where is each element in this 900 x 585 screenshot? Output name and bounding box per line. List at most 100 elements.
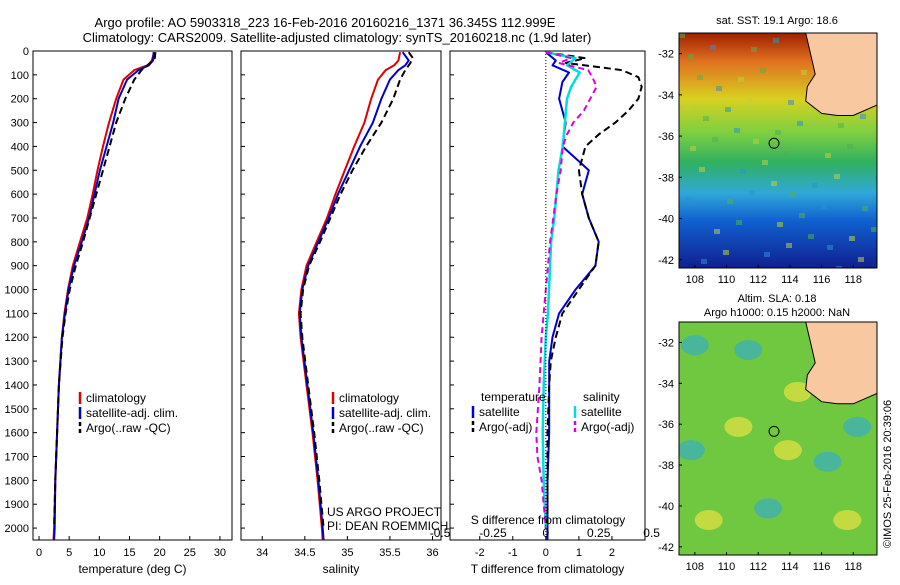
- diff-legend-title-t: temperature: [481, 390, 546, 404]
- temperature-series-argo-raw-qc-: [53, 52, 157, 529]
- watermark: ©IMOS 25-Feb-2016 20:39:06: [882, 400, 894, 548]
- sla-eddy: [724, 416, 753, 437]
- sst-pixel: [725, 107, 731, 112]
- temperature-legend-label: climatology: [86, 391, 146, 405]
- sla-map-xtick-label: 110: [718, 561, 736, 573]
- salinity-xtick-label: 35: [341, 547, 353, 559]
- sst-map-ytick-label: -38: [658, 172, 674, 184]
- sla-eddy: [734, 339, 763, 360]
- difference-xtick-label: 2: [609, 547, 615, 559]
- depth-tick-label: 1100: [5, 308, 29, 320]
- depth-tick-label: 2000: [5, 523, 29, 535]
- difference-series-t-argo-adj-: [545, 51, 643, 529]
- salinity-diff-tick-label: 0.25: [587, 526, 611, 540]
- sst-pixel: [862, 206, 868, 211]
- sst-pixel: [825, 153, 831, 158]
- sst-pixel: [716, 86, 722, 91]
- sst-pixel: [688, 54, 694, 59]
- header-line2: Climatology: CARS2009. Satellite-adjuste…: [83, 30, 592, 45]
- difference-xtick-label: 1: [576, 547, 582, 559]
- credit-pi: PI: DEAN ROEMMICH: [327, 519, 448, 533]
- salinity-frame: [240, 50, 442, 541]
- sst-map-xtick-label: 118: [844, 274, 862, 286]
- temperature-xtick-label: 30: [214, 547, 226, 559]
- sst-pixel: [836, 266, 842, 268]
- diff-legend-label-t: satellite: [479, 405, 520, 419]
- sst-pixel: [812, 183, 818, 188]
- temperature-xtick-label: 0: [36, 547, 42, 559]
- sst-map-ytick-label: -36: [658, 131, 674, 143]
- depth-tick-label: 400: [11, 141, 29, 153]
- sla-eddy: [679, 440, 705, 461]
- depth-tick-label: 100: [11, 70, 29, 82]
- sst-pixel: [808, 234, 814, 239]
- salinity-diff-tick-label: -0.5: [430, 526, 451, 540]
- temperature-panel: 0 5 10 15 20 25 300100200300400500600700800900…: [5, 46, 233, 576]
- sst-pixel: [847, 144, 853, 149]
- temperature-xtick-label: 10: [93, 547, 105, 559]
- sst-pixel: [838, 123, 844, 128]
- sst-pixel: [775, 130, 781, 135]
- difference-xtick-label: -2: [475, 547, 485, 559]
- sst-pixel: [703, 116, 709, 121]
- sla-map-field: [679, 322, 877, 555]
- sst-map-xtick-label: 112: [749, 274, 767, 286]
- sst-pixel: [771, 181, 777, 186]
- sst-pixel: [723, 250, 729, 255]
- sst-pixel: [790, 192, 796, 197]
- sst-pixel: [701, 259, 707, 264]
- salinity-diff-tick-label: -0.25: [479, 526, 507, 540]
- sst-pixel: [760, 68, 766, 73]
- sst-pixel: [738, 77, 744, 82]
- sst-pixel: [686, 197, 692, 202]
- sla-map-ytick-label: -42: [658, 542, 674, 554]
- depth-tick-label: 1900: [5, 499, 29, 511]
- sst-pixel: [727, 199, 733, 204]
- sst-pixel: [858, 257, 864, 262]
- difference-panel: -2 -1 0 1 2 T difference from climatology -0.5…: [430, 50, 660, 576]
- depth-tick-label: 1400: [5, 380, 29, 392]
- difference-xtick-label: -1: [508, 547, 518, 559]
- diff-legend-label-s: satellite: [581, 405, 622, 419]
- sst-pixel: [827, 245, 833, 250]
- sst-pixel: [799, 213, 805, 218]
- sla-map-subtitle: Argo h1000: 0.15 h2000: NaN: [704, 307, 850, 319]
- sst-pixel: [714, 229, 720, 234]
- sst-pixel: [749, 190, 755, 195]
- salinity-xtick-label: 35.5: [379, 547, 400, 559]
- temperature-xtick-label: 25: [184, 547, 196, 559]
- sst-pixel: [834, 174, 840, 179]
- sst-pixel: [747, 98, 753, 103]
- salinity-xtick-label: 34: [256, 547, 268, 559]
- salinity-xtick-label: 34.5: [294, 547, 315, 559]
- sst-pixel: [679, 33, 685, 38]
- sst-pixel: [712, 137, 718, 142]
- difference-xlabel: T difference from climatology: [471, 562, 625, 576]
- depth-tick-label: 1200: [5, 332, 29, 344]
- sla-map-ytick-label: -40: [658, 501, 674, 513]
- sst-map-land: [805, 33, 877, 116]
- diff-legend-title-s: salinity: [583, 390, 620, 404]
- sst-pixel: [797, 121, 803, 126]
- depth-tick-label: 1600: [5, 428, 29, 440]
- sst-pixel: [860, 114, 866, 119]
- credit-project: US ARGO PROJECT: [327, 505, 442, 519]
- salinity-legend-label: Argo(..raw -QC): [339, 421, 424, 435]
- sla-eddy: [680, 335, 709, 356]
- sla-map-ytick-label: -36: [658, 419, 674, 431]
- salinity-legend-label: climatology: [339, 391, 399, 405]
- temperature-legend-label: Argo(..raw -QC): [86, 421, 171, 435]
- sst-pixel: [871, 227, 877, 232]
- sst-pixel: [710, 45, 716, 50]
- depth-tick-label: 1300: [5, 356, 29, 368]
- difference-xlabel-top: S difference from climatology: [471, 513, 626, 527]
- depth-tick-label: 700: [11, 213, 29, 225]
- depth-tick-label: 1000: [5, 285, 29, 297]
- difference-series-s-satellite: [541, 50, 581, 529]
- sst-pixel: [697, 75, 703, 80]
- sla-eddy: [783, 381, 812, 402]
- depth-tick-label: 200: [11, 94, 29, 106]
- sla-eddy: [773, 440, 802, 461]
- sst-map-ytick-label: -32: [658, 49, 674, 61]
